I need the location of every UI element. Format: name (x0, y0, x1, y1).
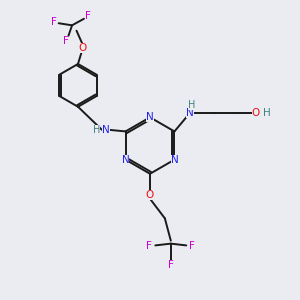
Text: H: H (188, 100, 195, 110)
Text: N: N (171, 155, 178, 165)
Text: F: F (168, 260, 174, 270)
Text: F: F (146, 241, 152, 251)
Text: H: H (93, 125, 100, 135)
Text: F: F (85, 11, 91, 21)
Text: N: N (102, 125, 110, 135)
Text: O: O (252, 108, 260, 118)
Text: N: N (122, 155, 129, 165)
Text: F: F (189, 241, 195, 251)
Text: N: N (186, 108, 194, 118)
Text: O: O (146, 190, 154, 200)
Text: N: N (146, 112, 154, 122)
Text: O: O (78, 43, 87, 52)
Text: H: H (263, 108, 271, 118)
Text: F: F (51, 17, 57, 27)
Text: F: F (63, 36, 68, 46)
